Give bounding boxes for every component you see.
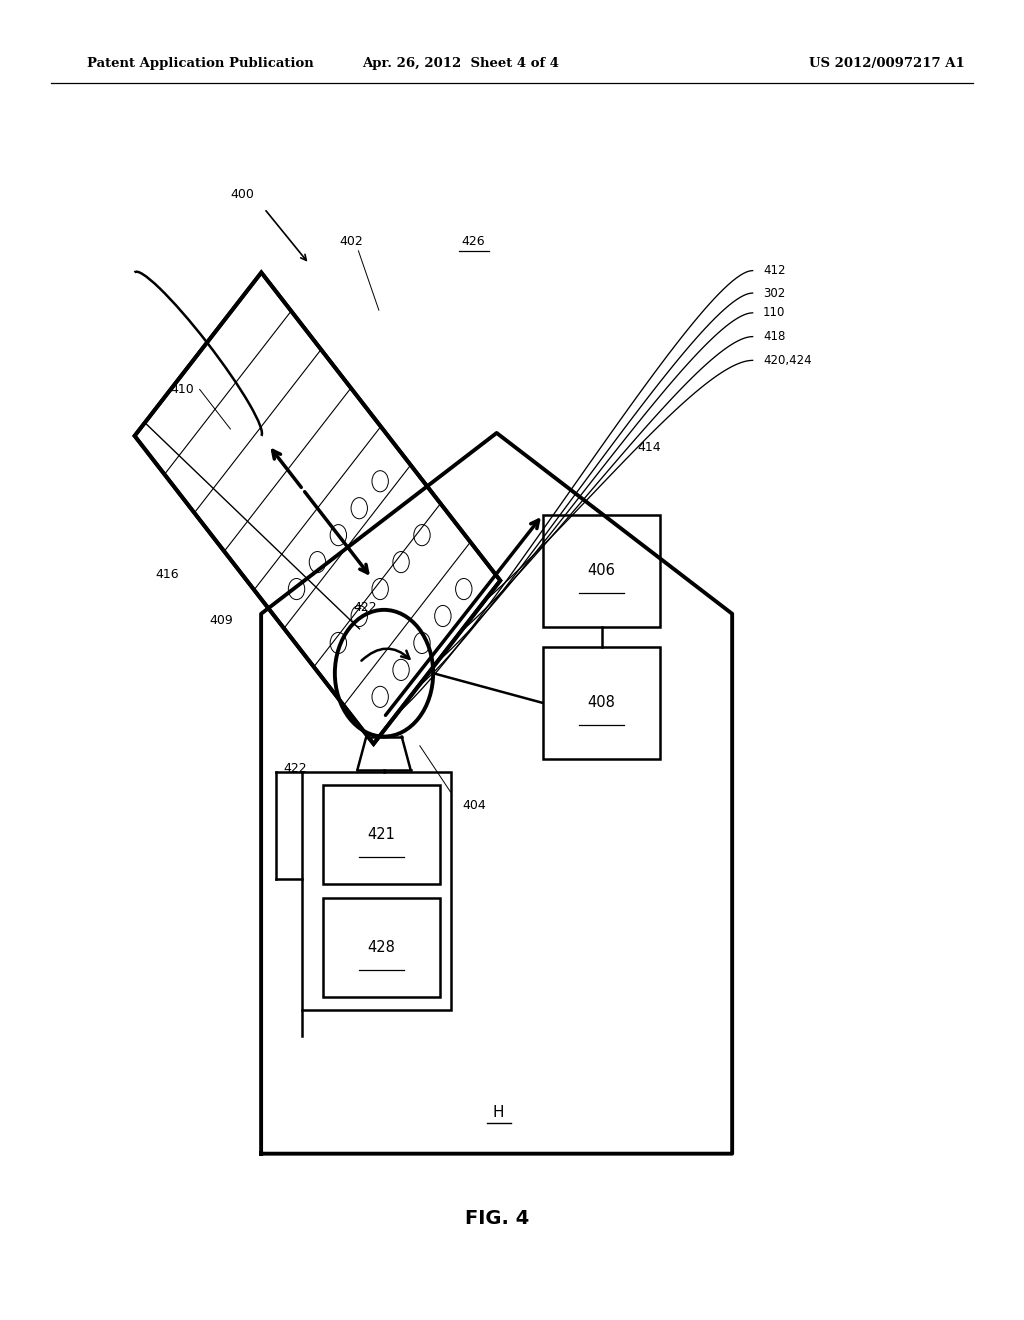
Text: 421: 421	[368, 828, 395, 842]
Text: 406: 406	[588, 564, 615, 578]
Text: 409: 409	[210, 614, 233, 627]
Bar	[302, 772, 451, 1010]
Text: Apr. 26, 2012  Sheet 4 of 4: Apr. 26, 2012 Sheet 4 of 4	[362, 57, 559, 70]
Text: FIG. 4: FIG. 4	[465, 1209, 528, 1228]
Text: 426: 426	[461, 235, 485, 248]
Text: 418: 418	[763, 330, 785, 343]
Text: 420,424: 420,424	[763, 354, 811, 367]
Text: 410: 410	[171, 383, 195, 396]
Text: 428: 428	[368, 940, 395, 954]
Text: 404: 404	[463, 799, 486, 812]
Text: 400: 400	[230, 187, 255, 201]
Text: 412: 412	[763, 264, 785, 277]
Bar	[543, 515, 660, 627]
Text: 422: 422	[284, 762, 307, 775]
Text: 408: 408	[588, 696, 615, 710]
Text: 416: 416	[156, 568, 179, 581]
Bar	[323, 898, 440, 997]
Text: 402: 402	[339, 235, 364, 248]
Text: 110: 110	[763, 306, 785, 319]
Text: US 2012/0097217 A1: US 2012/0097217 A1	[809, 57, 965, 70]
Text: 414: 414	[637, 441, 660, 454]
Text: 302: 302	[763, 286, 785, 300]
Text: 422: 422	[353, 601, 377, 614]
Text: Patent Application Publication: Patent Application Publication	[87, 57, 313, 70]
Bar	[543, 647, 660, 759]
Bar	[323, 785, 440, 884]
Text: H: H	[493, 1105, 505, 1121]
